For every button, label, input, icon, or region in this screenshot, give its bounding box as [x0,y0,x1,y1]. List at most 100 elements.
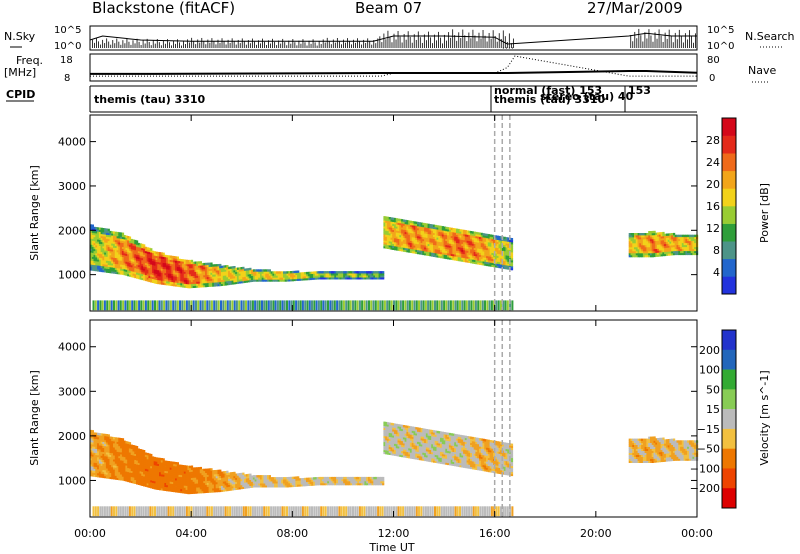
heatmap-cell [226,278,229,282]
heatmap-cell [431,226,434,229]
heatmap-cell [484,233,487,236]
heatmap-cell [438,225,441,228]
heatmap-cell [665,239,669,242]
heatmap-cell [637,242,640,246]
heatmap-cell [343,277,346,280]
heatmap-cell [118,248,121,251]
heatmap-cell [242,272,245,276]
heatmap-cell [143,468,146,471]
heatmap-cell [136,244,139,247]
heatmap-cell [440,237,443,241]
heatmap-cell [242,274,245,278]
heatmap-cell [440,231,443,235]
heatmap-cell [187,265,190,269]
heatmap-cell [97,454,100,458]
heatmap-cell [164,260,167,264]
heatmap-cell [206,468,209,471]
heatmap-cell [143,484,146,487]
heatmap-cell [471,253,475,256]
heatmap-cell [141,459,144,462]
heatmap-cell [233,278,236,281]
heatmap-cell [160,460,163,463]
heatmap-cell [671,249,674,252]
heatmap-cell [116,469,119,472]
heatmap-cell [402,223,406,226]
heatmap-cell [166,464,169,468]
heatmap-cell [90,262,93,265]
heatmap-cell [180,468,183,472]
heatmap-cell [169,263,172,266]
heatmap-cell [167,271,171,274]
heatmap-cell [265,277,268,280]
heatmap-cell [463,259,466,263]
heatmap-cell [104,234,107,237]
heatmap-cell [642,242,646,246]
heatmap-cell [90,252,93,255]
heatmap-cell [251,275,254,278]
heatmap-cell [443,228,446,231]
heatmap-cell [114,265,117,268]
heatmap-cell [411,223,414,226]
heatmap-cell [91,246,94,249]
heatmap-cell [166,474,169,478]
heatmap-cell [438,241,441,244]
heatmap-cell [128,238,132,241]
heatmap-cell [452,241,455,245]
ground-scatter-cell [115,300,118,311]
heatmap-cell [447,245,450,248]
heatmap-cell [171,273,174,277]
heatmap-cell [630,244,633,248]
heatmap-cell [427,249,430,253]
heatmap-cell [309,273,312,277]
heatmap-cell [118,447,121,451]
heatmap-cell [97,446,100,450]
heatmap-cell [104,260,107,263]
heatmap-cell [655,254,658,257]
heatmap-cell [395,226,398,229]
heatmap-cell [323,273,326,276]
ground-scatter-cell [122,300,125,311]
heatmap-cell [91,442,94,445]
heatmap-cell [180,276,183,280]
heatmap-cell [160,470,163,473]
heatmap-cell [123,442,126,445]
heatmap-cell [190,285,194,289]
heatmap-cell [136,472,139,475]
heatmap-cell [268,275,271,278]
heatmap-cell [171,483,174,486]
heatmap-cell [148,267,151,271]
heatmap-cell [137,472,140,475]
heatmap-cell [155,253,158,256]
heatmap-cell [90,260,93,263]
heatmap-cell [503,236,506,240]
heatmap-cell [445,256,448,260]
heatmap-cell [441,246,444,249]
ground-scatter-cell [484,300,486,311]
heatmap-cell [116,245,119,249]
heatmap-cell [176,490,179,493]
heatmap-cell [236,267,240,270]
heatmap-cell [678,250,681,254]
heatmap-cell [90,433,93,437]
heatmap-cell [228,282,231,286]
heatmap-cell [192,469,195,472]
heatmap-cell [91,262,94,265]
heatmap-cell [503,250,506,254]
heatmap-cell [128,450,132,453]
heatmap-cell [173,479,176,483]
heatmap-cell [463,243,466,247]
heatmap-cell [118,459,121,463]
heatmap-cell [448,235,452,238]
heatmap-cell [491,254,494,257]
heatmap-cell [210,270,213,273]
heatmap-cell [175,258,178,261]
heatmap-cell [105,266,109,269]
ground-scatter-cell [363,300,366,311]
heatmap-cell [121,258,125,261]
heatmap-cell [95,464,98,468]
heatmap-cell [648,242,651,246]
heatmap-cell [417,221,420,225]
heatmap-cell [238,275,241,278]
ground-scatter-cell [179,300,181,311]
heatmap-cell [100,261,103,265]
